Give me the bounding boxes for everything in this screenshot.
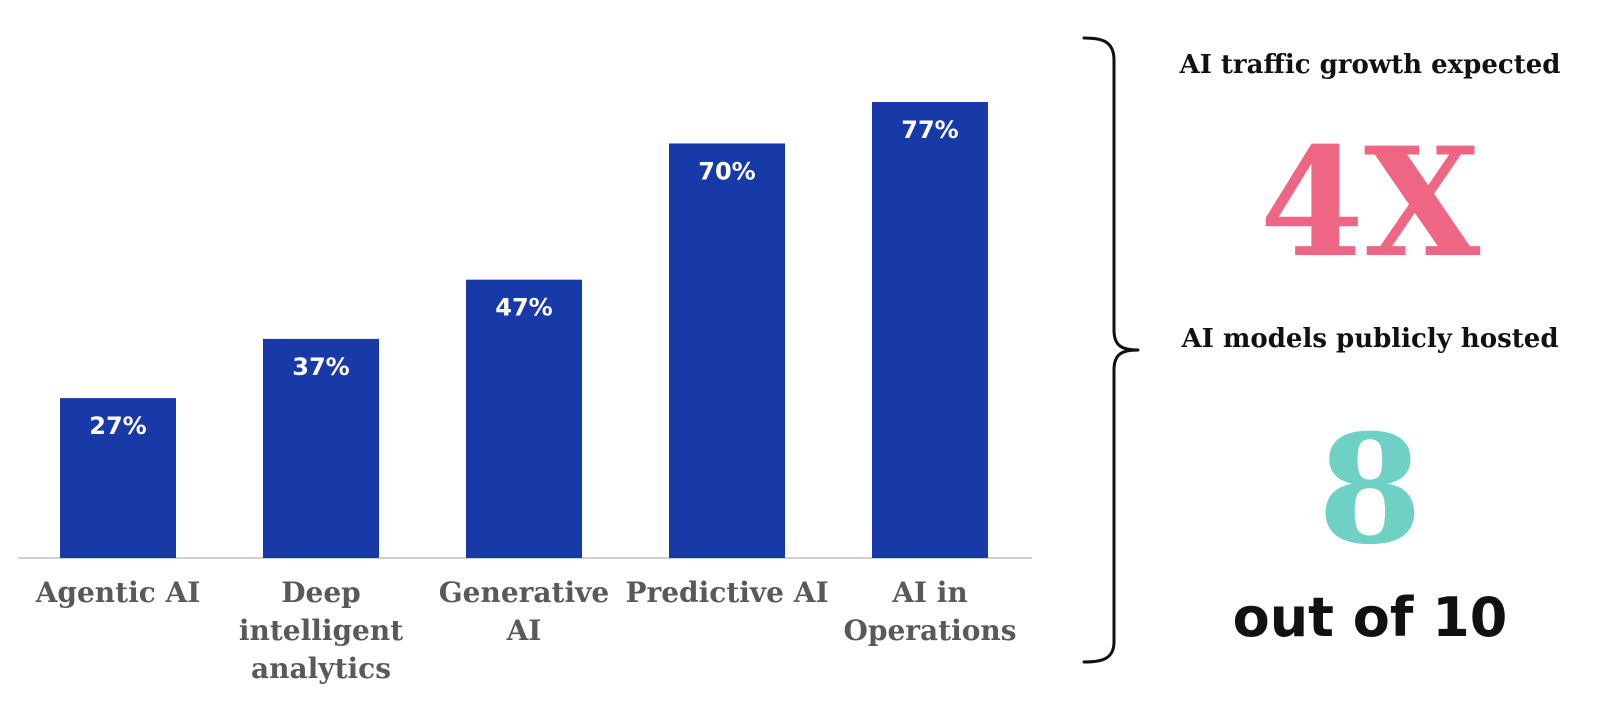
bar-chart: 27% Agentic AI 37% Deep intelligent analytics… <box>18 102 1032 685</box>
x-tick-label: Generative AI <box>439 576 609 647</box>
x-tick-label: AI in Operations <box>843 576 1016 647</box>
bar <box>263 338 379 558</box>
x-tick-label-line: AI in <box>891 576 968 609</box>
x-tick-label: Agentic AI <box>35 576 201 609</box>
models-hosted-caption: AI models publicly hosted <box>1181 324 1559 354</box>
bar-data-label: 47% <box>495 294 552 322</box>
models-hosted-suffix: out of 10 <box>1232 586 1508 649</box>
x-tick-label: Deep intelligent analytics <box>239 576 403 685</box>
models-hosted-value: 8 <box>1317 402 1423 578</box>
bar <box>669 143 785 559</box>
x-tick-label: Predictive AI <box>625 576 828 609</box>
bar-data-label: 77% <box>901 116 958 144</box>
traffic-growth-value: 4X <box>1259 115 1481 291</box>
traffic-growth-caption: AI traffic growth expected <box>1179 50 1561 80</box>
x-tick-label-line: AI <box>506 614 542 647</box>
x-tick-label-line: Predictive AI <box>625 576 828 609</box>
bar-data-label: 37% <box>292 353 349 381</box>
bar <box>466 279 582 558</box>
x-tick-label-line: analytics <box>251 652 391 685</box>
x-tick-label-line: Deep <box>281 576 361 609</box>
x-tick-label-line: Agentic AI <box>35 576 201 609</box>
bar <box>60 398 176 558</box>
bar <box>872 102 988 558</box>
brace-icon <box>1082 36 1140 664</box>
x-tick-label-line: Operations <box>843 614 1016 647</box>
bar-data-label: 27% <box>89 412 146 440</box>
x-tick-label-line: intelligent <box>239 614 403 647</box>
bar-data-label: 70% <box>698 157 755 185</box>
x-tick-label-line: Generative <box>439 576 609 609</box>
